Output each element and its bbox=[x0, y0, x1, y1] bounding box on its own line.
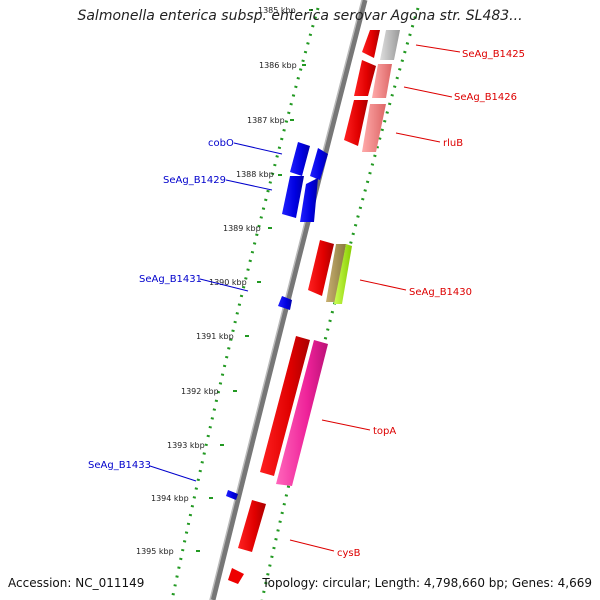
label-seag-b1430[interactable]: SeAg_B1430 bbox=[409, 287, 472, 298]
ruler-ticks bbox=[196, 9, 313, 552]
topology-text: Topology: circular; Length: 4,798,660 bp… bbox=[262, 576, 592, 590]
ruler-label: 1388 kbp bbox=[236, 170, 274, 179]
ruler-label: 1390 kbp bbox=[209, 278, 247, 287]
left-label-leaders bbox=[149, 142, 283, 482]
genome-backbone-highlight bbox=[209, 0, 363, 600]
right-gene-labels: SeAg_B1425 SeAg_B1426 rluB SeAg_B1430 to… bbox=[337, 49, 525, 559]
ruler-label: 1392 kbp bbox=[181, 387, 219, 396]
label-seag-b1425[interactable]: SeAg_B1425 bbox=[462, 49, 525, 60]
gene-seag-b1426[interactable] bbox=[354, 60, 376, 96]
gene-small-red[interactable] bbox=[228, 568, 244, 584]
label-topa[interactable]: topA bbox=[373, 426, 396, 437]
gene-seag-b1430-homolog-b[interactable] bbox=[334, 244, 352, 304]
label-cysb[interactable]: cysB bbox=[337, 548, 361, 559]
gene-cysb[interactable] bbox=[238, 500, 266, 552]
ruler-label: 1385 kbp bbox=[258, 6, 296, 15]
forward-genes bbox=[228, 30, 400, 584]
ruler-label: 1387 kbp bbox=[247, 116, 285, 125]
gene-cobo-b[interactable] bbox=[310, 148, 328, 180]
gene-seag-b1426-homolog[interactable] bbox=[372, 64, 392, 98]
gene-seag-b1425[interactable] bbox=[362, 30, 380, 58]
label-seag-b1433[interactable]: SeAg_B1433 bbox=[88, 460, 151, 471]
label-cobo[interactable]: cobO bbox=[208, 138, 234, 149]
ruler-label: 1393 kbp bbox=[167, 441, 205, 450]
gene-seag-b1429-b[interactable] bbox=[300, 178, 318, 222]
ruler-label: 1386 kbp bbox=[259, 61, 297, 70]
gene-cobo[interactable] bbox=[290, 142, 310, 176]
gene-seag-b1425-homolog[interactable] bbox=[380, 30, 400, 60]
reverse-genes bbox=[226, 142, 328, 500]
ruler-label: 1391 kbp bbox=[196, 332, 234, 341]
label-seag-b1429[interactable]: SeAg_B1429 bbox=[163, 175, 226, 186]
label-seag-b1426[interactable]: SeAg_B1426 bbox=[454, 92, 517, 103]
ruler-track-left bbox=[170, 7, 320, 600]
gene-rlub[interactable] bbox=[344, 100, 368, 146]
left-gene-labels: cobO SeAg_B1429 SeAg_B1431 SeAg_B1433 bbox=[88, 138, 234, 471]
map-title: Salmonella enterica subsp. enterica sero… bbox=[77, 8, 523, 24]
gene-seag-b1430-homolog-a[interactable] bbox=[326, 244, 346, 302]
ruler-labels: 1385 kbp 1386 kbp 1387 kbp 1388 kbp 1389… bbox=[136, 6, 297, 556]
genome-backbone bbox=[210, 0, 368, 600]
gene-seag-b1429[interactable] bbox=[282, 176, 304, 218]
gene-seag-b1433[interactable] bbox=[226, 490, 238, 500]
label-seag-b1431[interactable]: SeAg_B1431 bbox=[139, 274, 202, 285]
gene-seag-b1431[interactable] bbox=[278, 296, 292, 310]
gene-seag-b1430[interactable] bbox=[308, 240, 334, 296]
label-rlub[interactable]: rluB bbox=[443, 138, 463, 149]
ruler-label: 1389 kbp bbox=[223, 224, 261, 233]
ruler-label: 1394 kbp bbox=[151, 494, 189, 503]
gene-topa-homolog[interactable] bbox=[276, 340, 328, 486]
gene-rlub-homolog[interactable] bbox=[362, 104, 386, 152]
accession-text: Accession: NC_011149 bbox=[8, 576, 145, 590]
right-label-leaders bbox=[289, 44, 461, 552]
gene-topa[interactable] bbox=[260, 336, 310, 476]
ruler-label: 1395 kbp bbox=[136, 547, 174, 556]
